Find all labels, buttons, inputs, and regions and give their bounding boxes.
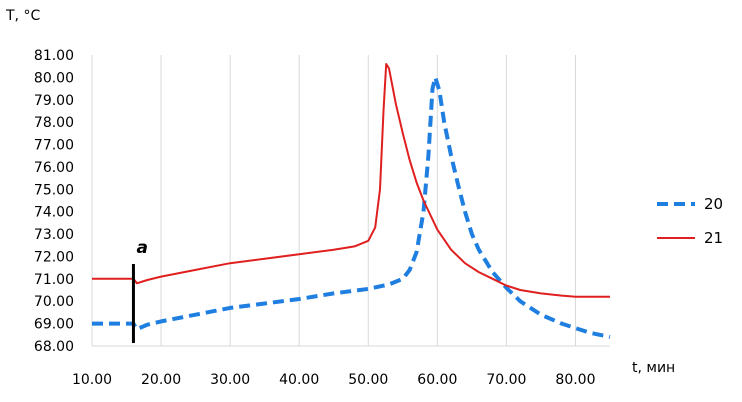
- grid: [91, 55, 610, 347]
- y-axis-label: T, °C: [5, 8, 40, 24]
- x-tick-label: 80.00: [555, 372, 595, 388]
- y-tick-labels: 68.00 69.00 70.00 71.00 72.00 73.00 74.00 75.00…: [34, 48, 74, 355]
- y-tick-label: 74.00: [34, 205, 74, 221]
- x-axis-label: t, мин: [632, 360, 675, 376]
- y-tick-label: 73.00: [34, 227, 74, 243]
- x-tick-label: 20.00: [141, 372, 181, 388]
- y-tick-label: 72.00: [34, 249, 74, 265]
- x-tick-label: 40.00: [279, 372, 319, 388]
- y-tick-label: 77.00: [34, 138, 74, 154]
- legend: 20 21: [657, 195, 723, 247]
- series-line-21: [92, 63, 610, 298]
- x-tick-label: 50.00: [348, 372, 388, 388]
- y-tick-label: 78.00: [34, 115, 74, 131]
- y-tick-label: 68.00: [34, 339, 74, 355]
- y-tick-label: 80.00: [34, 70, 74, 86]
- x-tick-label: 30.00: [210, 372, 250, 388]
- y-tick-label: 71.00: [34, 272, 74, 288]
- y-tick-label: 81.00: [34, 48, 74, 64]
- series-lines: [92, 63, 611, 339]
- y-tick-label: 76.00: [34, 160, 74, 176]
- x-tick-label: 60.00: [417, 372, 457, 388]
- y-tick-label: 79.00: [34, 93, 74, 109]
- series-line-20: [92, 75, 611, 339]
- y-tick-label: 70.00: [34, 294, 74, 310]
- x-tick-labels: 10.00 20.00 30.00 40.00 50.00 60.00 70.00 80.00: [72, 372, 596, 388]
- legend-label-20: 20: [704, 195, 723, 213]
- y-tick-label: 69.00: [34, 317, 74, 333]
- x-tick-label: 70.00: [486, 372, 526, 388]
- y-tick-label: 75.00: [34, 182, 74, 198]
- legend-label-21: 21: [704, 229, 723, 247]
- annotation-marker-label: a: [136, 238, 147, 258]
- x-tick-label: 10.00: [72, 372, 112, 388]
